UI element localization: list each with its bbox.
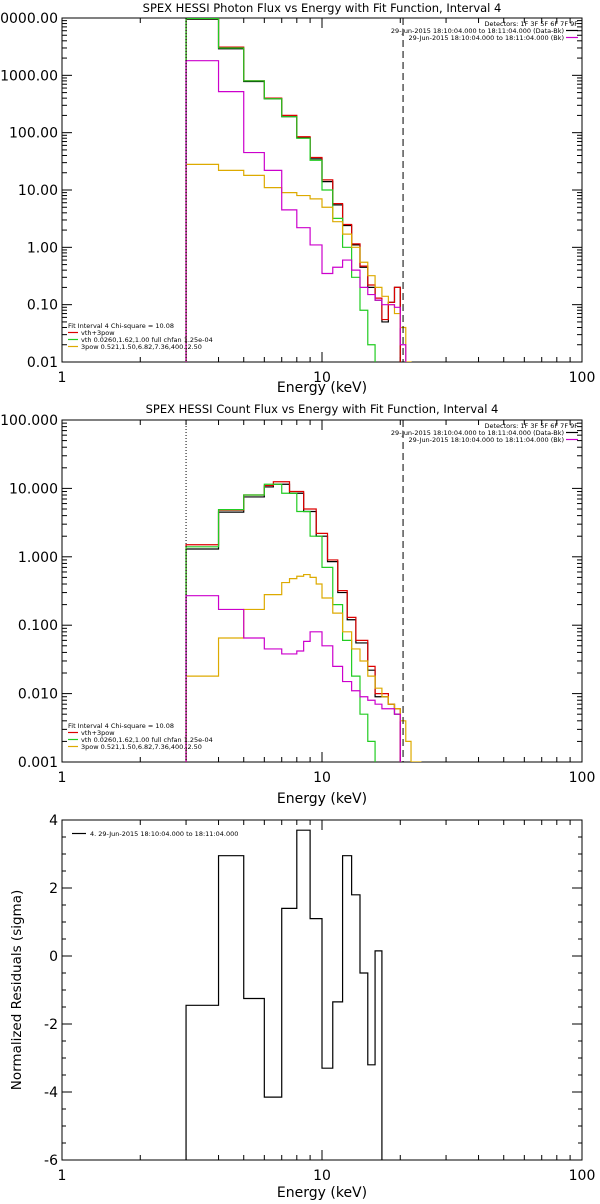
y-tick-label: 0.010 [18, 687, 58, 703]
photon-flux-panel: SPEX HESSI Photon Flux vs Energy with Fi… [0, 1, 595, 396]
y-tick-label: 10.000 [9, 481, 58, 497]
series-vth [185, 483, 376, 762]
x-tick-label: 1 [58, 1168, 67, 1184]
y-tick-label: 0 [49, 949, 58, 965]
y-tick-label: 0.10 [27, 298, 58, 314]
y-tick-label: -4 [44, 1085, 58, 1101]
x-tick-label: 100 [569, 370, 596, 386]
series-group [185, 829, 383, 1160]
x-tick-label: 10 [313, 1168, 331, 1184]
legend-fit-info: Fit Interval 4 Chi-square = 10.08 [68, 722, 174, 730]
y-axis-label: Normalized Residuals (sigma) [9, 890, 25, 1091]
legend-fit-info: Fit Interval 4 Chi-square = 10.08 [68, 322, 174, 330]
x-tick-label: 100 [569, 770, 596, 786]
series-group [185, 481, 422, 762]
x-tick-label: 100 [569, 1168, 596, 1184]
legend-entry-label: vth+3pow [81, 329, 115, 337]
y-tick-label: 0.001 [18, 755, 58, 771]
legend-entry-label: 29-Jun-2015 18:10:04.000 to 18:11:04.000… [409, 436, 564, 444]
legend-entry-label: 29-Jun-2015 18:10:04.000 to 18:11:04.000… [391, 27, 564, 35]
legend-entry-label: 29-Jun-2015 18:10:04.000 to 18:11:04.000… [409, 34, 564, 42]
x-axis-label: Energy (keV) [277, 791, 367, 807]
legend-entry-label: 3pow 0.521,1.50,6.82,7.36,400.,2.50 [81, 743, 202, 751]
y-tick-label: 4 [49, 813, 58, 829]
x-axis-label: Energy (keV) [277, 1185, 367, 1200]
y-tick-label: 1.00 [27, 240, 58, 256]
y-tick-label: 1.000 [18, 550, 58, 566]
legend-detectors: Detectors: 1F 3F 5F 6F 7F 9F [484, 422, 578, 430]
y-tick-label: 2 [49, 881, 58, 897]
x-tick-label: 10 [313, 770, 331, 786]
legend-entry-label: 3pow 0.521,1.50,6.82,7.36,400.,2.50 [81, 343, 202, 351]
series-3pow [185, 573, 422, 762]
series-bk [185, 60, 407, 362]
y-tick-label: 1000.00 [0, 68, 58, 84]
y-tick-label: 100.000 [0, 413, 58, 429]
series-3pow [185, 163, 412, 362]
legend-detectors: Detectors: 1F 3F 5F 6F 7F 9F [484, 20, 578, 28]
y-tick-label: -6 [44, 1153, 58, 1169]
y-tick-label: 10.00 [18, 183, 58, 199]
y-tick-label: 0.100 [18, 618, 58, 634]
series-residuals [185, 829, 383, 1160]
y-tick-label: 0.01 [27, 355, 58, 371]
count-flux-panel: SPEX HESSI Count Flux vs Energy with Fit… [0, 402, 595, 807]
y-tick-label: 10000.00 [0, 11, 58, 27]
chart-title: SPEX HESSI Count Flux vs Energy with Fit… [146, 402, 499, 416]
legend-entry-label: vth 0.0260,1.62,1.00 full chfan 1.25e-04 [81, 336, 213, 344]
x-tick-label: 1 [58, 370, 67, 386]
legend-entry-label: vth 0.0260,1.62,1.00 full chfan 1.25e-04 [81, 736, 213, 744]
chart-title: SPEX HESSI Photon Flux vs Energy with Fi… [143, 1, 502, 15]
legend-entry-label: 4. 29-Jun-2015 18:10:04.000 to 18:11:04.… [90, 830, 238, 838]
series-bk [185, 595, 401, 762]
x-tick-label: 10 [313, 370, 331, 386]
x-tick-label: 1 [58, 770, 67, 786]
legend-entry-label: 29-Jun-2015 18:10:04.000 to 18:11:04.000… [391, 429, 564, 437]
series-group [185, 18, 412, 362]
series-vth [185, 18, 376, 362]
y-tick-label: -2 [44, 1017, 58, 1033]
legend-entry-label: vth+3pow [81, 729, 115, 737]
residuals-panel: 1 10 100 Energy (keV) -6 -4 -2 0 2 4 Normalized Re… [9, 813, 596, 1201]
x-axis-label: Energy (keV) [277, 380, 367, 396]
y-tick-label: 100.00 [9, 126, 58, 142]
